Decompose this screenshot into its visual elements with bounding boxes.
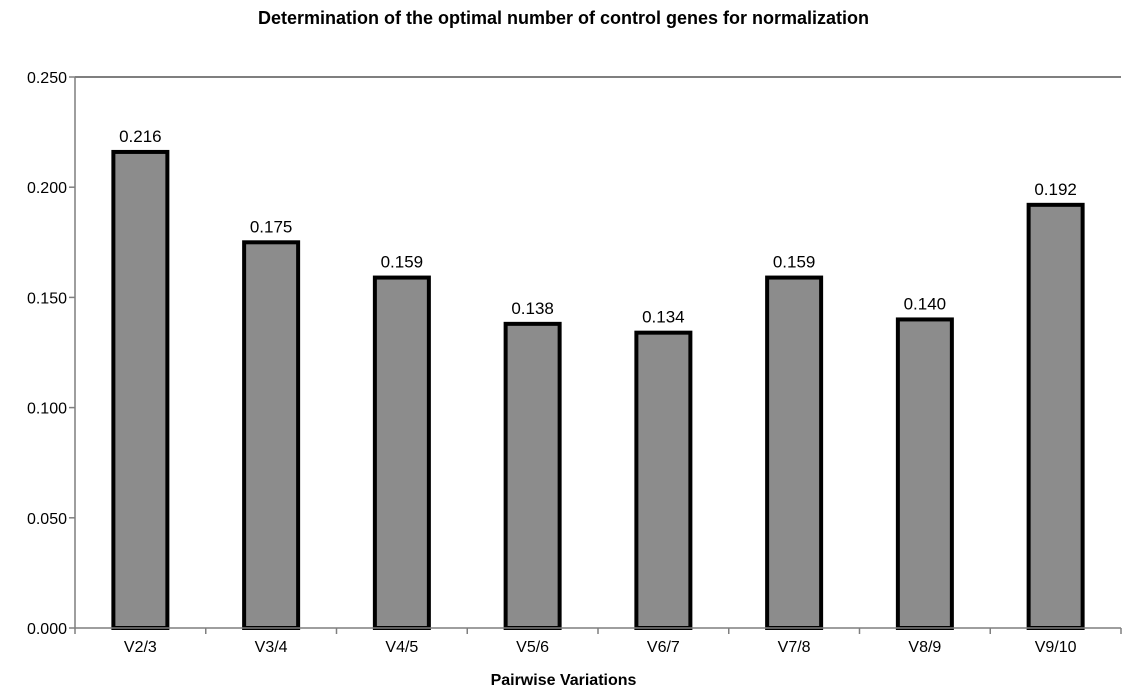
data-label: 0.134 — [642, 308, 685, 327]
x-tick-label: V5/6 — [516, 639, 549, 656]
x-tick-label: V7/8 — [778, 639, 811, 656]
y-tick-label: 0.100 — [27, 401, 67, 418]
bar-v9-10 — [1026, 202, 1085, 630]
x-tick-label: V3/4 — [255, 639, 288, 656]
data-label: 0.138 — [511, 299, 554, 318]
data-label: 0.159 — [773, 253, 816, 272]
data-label: 0.140 — [904, 294, 947, 313]
bar-v3-4 — [242, 240, 301, 631]
x-axis: V2/3 V3/4 V4/5 V5/6 V6/7 V7/8 V8/9 V9/10 — [74, 627, 1122, 656]
bar-v2-3 — [111, 149, 170, 630]
x-tick-label: V6/7 — [647, 639, 680, 656]
data-label: 0.175 — [250, 217, 293, 236]
y-tick-label: 0.150 — [27, 290, 67, 307]
bar-v5-6 — [503, 321, 562, 630]
y-tick-label: 0.250 — [27, 70, 67, 87]
data-label: 0.216 — [119, 127, 162, 146]
data-label: 0.159 — [381, 253, 424, 272]
x-tick-label: V2/3 — [124, 639, 157, 656]
chart-title: Determination of the optimal number of c… — [257, 8, 870, 28]
data-label: 0.192 — [1034, 180, 1077, 199]
bar-v4-5 — [372, 275, 431, 630]
y-axis: 0.000 0.050 0.100 0.150 0.200 0.250 — [27, 70, 1121, 638]
bar-v8-9 — [895, 317, 954, 630]
x-tick-label: V9/10 — [1035, 639, 1077, 656]
y-tick-label: 0.000 — [27, 621, 67, 638]
x-tick-label: V8/9 — [908, 639, 941, 656]
bar-v7-8 — [765, 275, 824, 630]
bar-v6-7 — [634, 330, 693, 630]
y-tick-label: 0.200 — [27, 180, 67, 197]
x-tick-label: V4/5 — [385, 639, 418, 656]
y-tick-label: 0.050 — [27, 511, 67, 528]
x-axis-title: Pairwise Variations — [490, 672, 637, 689]
bars: 0.216 0.175 0.159 0.138 0.134 0.159 0.140 0.192 — [111, 127, 1085, 631]
